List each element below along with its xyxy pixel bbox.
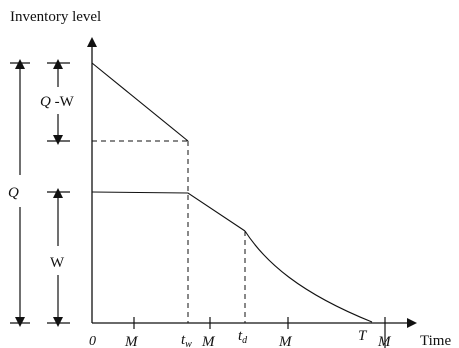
- q-dimension-label: Q: [8, 185, 19, 201]
- tick-label-tw: tw: [181, 332, 192, 348]
- tick-label-m1: M: [124, 334, 139, 348]
- x-axis-label: Time: [420, 333, 451, 348]
- tick-label-origin: 0: [89, 334, 96, 348]
- inventory-line-w: [91, 191, 246, 232]
- w-label: W: [50, 255, 65, 271]
- y-axis-label: Inventory level: [10, 9, 101, 25]
- exponential-decay-curve: [244, 230, 373, 323]
- tick-label-t: T: [358, 328, 368, 344]
- tick-label-m4: M: [377, 334, 392, 348]
- tick-label-m3: M: [278, 334, 293, 348]
- tick-label-td: td: [238, 328, 248, 346]
- q-minus-w-label: Q -W: [40, 94, 75, 110]
- depletion-line-q-minus-w: [91, 62, 189, 142]
- tick-label-m2: M: [201, 334, 216, 348]
